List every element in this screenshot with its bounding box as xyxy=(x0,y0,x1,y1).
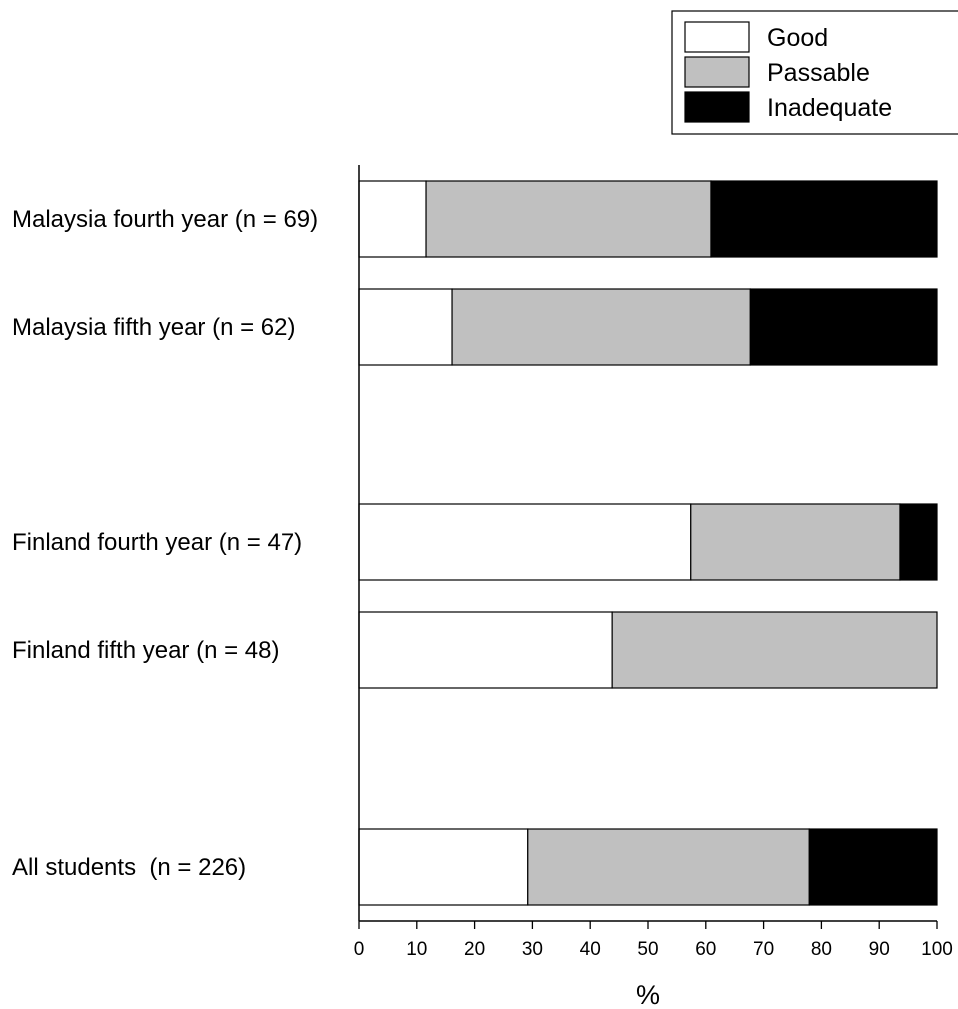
x-tick-label: 80 xyxy=(811,939,832,960)
bar-segment-passable xyxy=(425,180,712,258)
bar-segment-passable xyxy=(527,828,810,906)
bar-segment-inadequate xyxy=(899,503,938,581)
bar-segment-passable xyxy=(690,503,901,581)
legend-label-passable: Passable xyxy=(767,59,870,87)
x-tick-label: 20 xyxy=(464,939,485,960)
legend: Good Passable Inadequate xyxy=(671,10,958,135)
bar-row-all-students-n-226 xyxy=(358,828,938,906)
legend-label-good: Good xyxy=(767,24,828,52)
x-axis-ticks: 0 10 20 30 40 50 60 70 80 90 100 xyxy=(354,921,953,960)
category-labels: Malaysia fourth year (n = 69) Malaysia fi… xyxy=(12,206,318,881)
legend-swatch-inadequate xyxy=(684,91,750,123)
x-tick-label: 0 xyxy=(354,939,365,960)
bar-segment-inadequate xyxy=(710,180,938,258)
category-label: Finland fifth year (n = 48) xyxy=(12,637,279,664)
bar-segment-passable xyxy=(451,288,751,366)
x-tick-label: 100 xyxy=(921,939,953,960)
x-tick-label: 70 xyxy=(753,939,774,960)
plot-area xyxy=(358,180,938,906)
bar-segment-good xyxy=(358,828,529,906)
axes: 0 10 20 30 40 50 60 70 80 90 100 % xyxy=(354,165,953,1009)
category-label: Malaysia fourth year (n = 69) xyxy=(12,206,318,233)
bar-row-malaysia-fourth-year-n-69 xyxy=(358,180,938,258)
x-tick-label: 90 xyxy=(869,939,890,960)
bar-row-malaysia-fifth-year-n-62 xyxy=(358,288,938,366)
legend-swatch-good xyxy=(684,21,750,53)
legend-label-inadequate: Inadequate xyxy=(767,94,892,122)
legend-swatch-passable xyxy=(684,56,750,88)
category-label: Malaysia fifth year (n = 62) xyxy=(12,314,295,341)
bar-row-finland-fifth-year-n-48 xyxy=(358,611,938,689)
bar-segment-good xyxy=(358,503,692,581)
bar-row-finland-fourth-year-n-47 xyxy=(358,503,938,581)
x-tick-label: 10 xyxy=(406,939,427,960)
x-tick-label: 30 xyxy=(522,939,543,960)
bar-segment-good xyxy=(358,611,613,689)
bar-segment-inadequate xyxy=(808,828,938,906)
category-label: Finland fourth year (n = 47) xyxy=(12,529,302,556)
x-axis-label: % xyxy=(636,980,660,1009)
category-label: All students (n = 226) xyxy=(12,854,246,881)
x-tick-label: 40 xyxy=(580,939,601,960)
bar-segment-inadequate xyxy=(749,288,938,366)
bar-segment-passable xyxy=(611,611,938,689)
x-tick-label: 50 xyxy=(637,939,658,960)
bar-segment-good xyxy=(358,288,453,366)
bar-segment-good xyxy=(358,180,427,258)
x-tick-label: 60 xyxy=(695,939,716,960)
